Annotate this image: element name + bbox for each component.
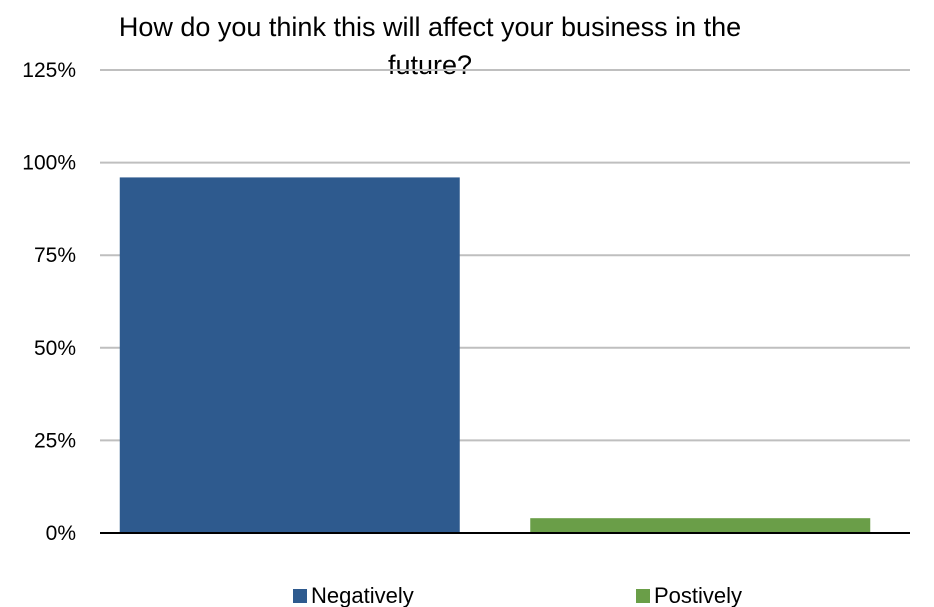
y-tick-label: 50% bbox=[34, 337, 76, 360]
bar-postively bbox=[530, 518, 871, 533]
chart-title-line-1: How do you think this will affect your b… bbox=[119, 12, 741, 42]
chart-title: How do you think this will affect your b… bbox=[119, 12, 741, 80]
y-tick-label: 25% bbox=[34, 429, 76, 452]
legend-label-negatively: Negatively bbox=[311, 583, 414, 607]
y-axis-tick-labels: 0% 25% 50% 75% 100% 125% bbox=[22, 59, 76, 545]
y-tick-label: 100% bbox=[22, 152, 76, 175]
legend-label-postively: Postively bbox=[654, 583, 742, 607]
legend-swatch-postively bbox=[636, 589, 650, 603]
y-tick-label: 0% bbox=[46, 522, 76, 545]
bar-negatively bbox=[119, 177, 460, 533]
bars bbox=[119, 177, 871, 533]
legend: Negatively Postively bbox=[293, 583, 742, 607]
legend-swatch-negatively bbox=[293, 589, 307, 603]
chart-title-line-2: future? bbox=[388, 50, 472, 80]
y-tick-label: 75% bbox=[34, 244, 76, 267]
y-tick-label: 125% bbox=[22, 59, 76, 82]
